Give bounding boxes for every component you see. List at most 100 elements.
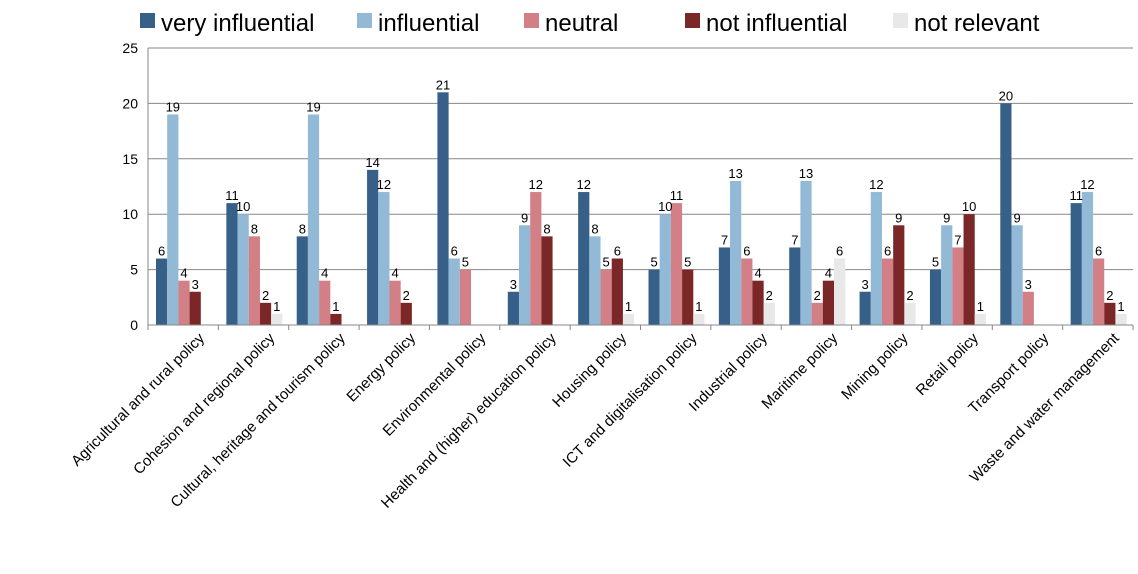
x-tick-label: Maritime policy — [758, 329, 841, 412]
bar — [389, 280, 401, 325]
y-tick-label: 5 — [130, 262, 138, 278]
data-label: 14 — [365, 155, 379, 170]
x-tick-label: Waste and water management — [967, 329, 1124, 486]
data-label: 6 — [451, 244, 458, 259]
data-label: 13 — [799, 166, 813, 181]
data-label: 6 — [158, 244, 165, 259]
data-label: 12 — [1080, 177, 1094, 192]
bar — [296, 236, 308, 325]
data-label: 8 — [543, 221, 550, 236]
bar — [929, 269, 942, 325]
bar — [718, 247, 731, 325]
data-label: 9 — [895, 210, 902, 225]
data-label: 4 — [180, 266, 187, 281]
bar — [330, 313, 342, 325]
data-label: 6 — [836, 244, 843, 259]
bar — [648, 269, 660, 325]
bar — [881, 258, 894, 325]
bar — [237, 214, 249, 325]
data-label: 2 — [403, 288, 410, 303]
bar — [1093, 258, 1105, 325]
y-tick-label: 25 — [122, 40, 138, 56]
bar — [893, 225, 905, 325]
bar — [1081, 192, 1094, 325]
data-label: 12 — [377, 177, 391, 192]
data-label: 1 — [695, 299, 702, 314]
bar — [789, 247, 801, 325]
bar — [974, 313, 986, 325]
data-label: 6 — [1095, 244, 1102, 259]
bar — [530, 192, 542, 325]
data-label: 11 — [670, 188, 684, 203]
bar — [800, 180, 812, 325]
bar — [307, 114, 320, 325]
bar — [437, 92, 449, 325]
data-label: 3 — [862, 277, 869, 292]
legend-swatch — [524, 13, 539, 28]
bar — [578, 192, 590, 325]
bar — [670, 203, 683, 325]
bar — [178, 280, 190, 325]
data-label: 3 — [510, 277, 517, 292]
bar — [259, 302, 272, 325]
bar — [167, 114, 179, 325]
y-tick-label: 20 — [122, 95, 138, 111]
data-label: 6 — [884, 244, 891, 259]
data-label: 1 — [977, 299, 984, 314]
data-label: 5 — [650, 255, 657, 270]
bar — [459, 269, 472, 325]
data-label: 5 — [462, 255, 469, 270]
bar — [682, 269, 694, 325]
legend: very influential influential neutral not in… — [140, 10, 1040, 37]
data-label: 12 — [869, 177, 883, 192]
data-label: 7 — [721, 232, 728, 247]
bar — [589, 236, 601, 325]
bar — [448, 258, 460, 325]
data-label: 2 — [906, 288, 913, 303]
data-label: 2 — [814, 288, 821, 303]
y-axis: 0 5 10 15 20 25 — [122, 40, 149, 333]
data-label: 9 — [521, 210, 528, 225]
data-label: 10 — [658, 199, 672, 214]
data-label: 10 — [236, 199, 250, 214]
data-label: 12 — [577, 177, 591, 192]
bar — [941, 225, 953, 325]
x-tick-label: Cohesion and regional policy — [130, 329, 279, 478]
data-label: 5 — [684, 255, 691, 270]
data-label: 8 — [251, 221, 258, 236]
data-label: 9 — [943, 210, 950, 225]
data-labels: 6194311108218194114124221653912812856151… — [158, 77, 1125, 314]
legend-swatch — [357, 13, 372, 28]
bar — [752, 280, 764, 325]
legend-swatch — [893, 13, 908, 28]
x-tick-label: Energy policy — [343, 329, 419, 405]
x-tick-label: Retail policy — [913, 329, 983, 399]
data-label: 2 — [262, 288, 269, 303]
data-label: 1 — [1117, 299, 1124, 314]
bar — [319, 280, 331, 325]
legend-label: neutral — [545, 10, 618, 37]
data-label: 5 — [603, 255, 610, 270]
bar — [859, 291, 871, 325]
data-label: 3 — [1025, 277, 1032, 292]
data-label: 6 — [743, 244, 750, 259]
data-label: 5 — [932, 255, 939, 270]
data-label: 21 — [436, 77, 450, 92]
bar — [730, 180, 742, 325]
gridlines — [148, 47, 1133, 271]
bar — [1070, 203, 1082, 325]
bar — [693, 313, 705, 325]
bar — [952, 247, 964, 325]
bar — [518, 225, 531, 325]
legend-swatch — [140, 13, 155, 28]
bar — [367, 169, 379, 325]
bar — [600, 269, 612, 325]
legend-label: not relevant — [914, 10, 1040, 37]
x-tick-label: Mining policy — [838, 329, 912, 403]
bar — [189, 291, 201, 325]
data-label: 4 — [321, 266, 328, 281]
legend-label: very influential — [161, 10, 314, 37]
data-label: 1 — [625, 299, 632, 314]
legend-swatch — [685, 13, 700, 28]
